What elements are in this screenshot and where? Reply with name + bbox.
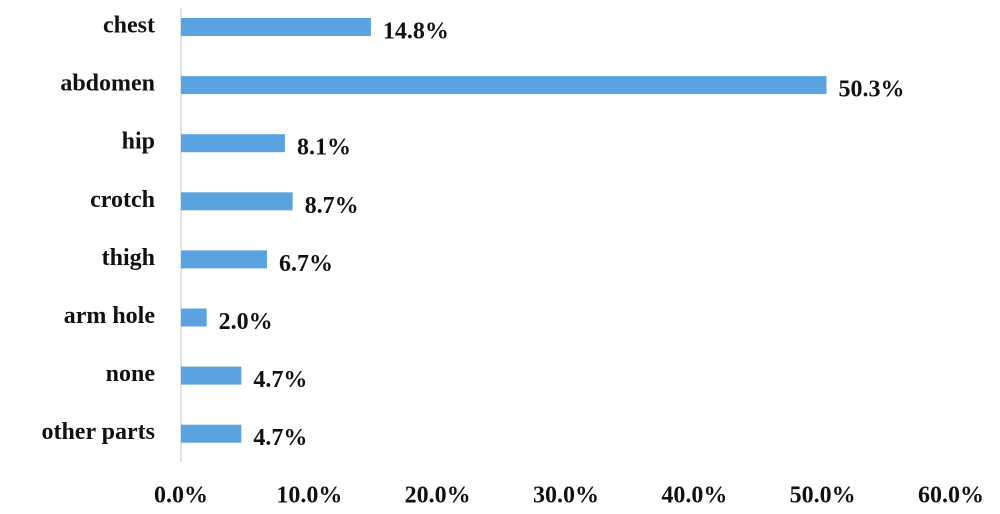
y-tick-label: chest (103, 13, 155, 39)
x-tick-label: 60.0% (918, 483, 984, 509)
x-tick-label: 10.0% (276, 483, 342, 509)
bar (181, 134, 285, 153)
x-tick-label: 20.0% (405, 483, 471, 509)
y-tick-label: other parts (41, 419, 155, 445)
bar (181, 424, 242, 443)
x-tick-label: 50.0% (790, 483, 856, 509)
value-label: 50.3% (839, 77, 905, 103)
value-label: 2.0% (219, 309, 273, 335)
y-tick-label: thigh (102, 245, 155, 271)
x-tick-label: 30.0% (533, 483, 599, 509)
y-tick-label: abdomen (60, 71, 155, 97)
bar (181, 192, 293, 211)
y-tick-label: none (106, 361, 156, 387)
y-tick-label: arm hole (64, 303, 156, 329)
value-label: 14.8% (383, 19, 449, 45)
y-tick-label: crotch (90, 187, 155, 213)
value-label: 4.7% (253, 367, 307, 393)
value-label: 4.7% (253, 425, 307, 451)
bar (181, 366, 242, 385)
value-label: 8.7% (305, 193, 359, 219)
bar (181, 76, 827, 95)
x-tick-label: 0.0% (154, 483, 208, 509)
x-tick-label: 40.0% (661, 483, 727, 509)
bar (181, 18, 371, 36)
value-label: 6.7% (279, 251, 333, 277)
value-label: 8.1% (297, 135, 351, 161)
bar (181, 308, 207, 327)
bar (181, 250, 267, 269)
y-tick-label: hip (122, 129, 155, 155)
